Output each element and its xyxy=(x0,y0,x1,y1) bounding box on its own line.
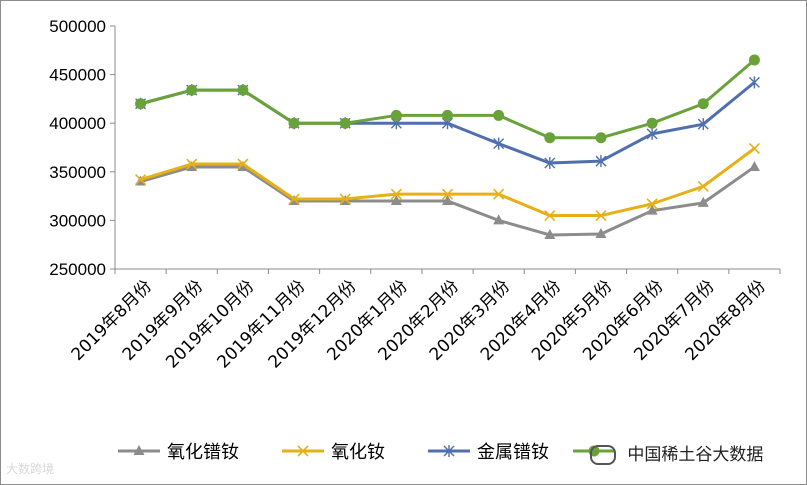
data-point xyxy=(237,160,249,171)
x-tick-label: 2019年10月份 xyxy=(162,276,258,372)
data-point xyxy=(544,228,556,239)
watermark-right: 中国稀土谷大数据 xyxy=(590,440,763,465)
data-point xyxy=(339,117,351,129)
x-tick-labels: 2019年8月份2019年9月份2019年10月份2019年11月份2019年1… xyxy=(68,276,770,372)
data-point xyxy=(237,84,249,96)
data-point xyxy=(443,445,455,457)
data-point xyxy=(493,137,505,150)
data-point xyxy=(390,188,402,200)
legend-label: 氧化镨钕 xyxy=(167,442,239,463)
data-point xyxy=(442,194,453,205)
x-tick-label: 2019年12月份 xyxy=(265,276,361,372)
legend-label: 金属镨钕 xyxy=(477,442,549,463)
wechat-icon xyxy=(590,445,616,465)
data-point xyxy=(390,109,402,121)
y-tick-labels: 250000 300000 350000 400000 450000 500000 xyxy=(49,17,106,279)
legend: 氧化镨钕 氧化钕 金属镨钕 xyxy=(118,442,615,463)
data-point xyxy=(595,228,607,239)
legend-item: 金属镨钕 xyxy=(428,442,549,463)
data-point xyxy=(748,54,760,66)
data-point xyxy=(493,188,505,200)
data-point xyxy=(595,155,607,168)
data-point xyxy=(288,117,300,129)
y-tick-label: 350000 xyxy=(49,163,106,182)
y-tick-label: 400000 xyxy=(49,114,106,133)
data-point xyxy=(133,445,145,455)
data-point xyxy=(135,98,147,110)
data-point xyxy=(646,117,658,129)
data-point xyxy=(186,84,198,96)
y-tick-label: 250000 xyxy=(49,260,106,279)
data-point xyxy=(288,193,300,205)
axes xyxy=(110,25,781,274)
data-point xyxy=(697,180,709,192)
data-point xyxy=(646,198,658,210)
series-line xyxy=(135,142,760,222)
series-path xyxy=(140,147,756,218)
y-tick-label: 450000 xyxy=(49,66,106,85)
legend-label: 氧化钕 xyxy=(331,442,385,463)
data-point xyxy=(390,194,402,205)
y-tick-label: 500000 xyxy=(49,17,106,36)
watermark-left-text: 大数跨境 xyxy=(6,462,55,476)
legend-item: 氧化镨钕 xyxy=(118,442,239,463)
data-point xyxy=(237,158,249,170)
data-point xyxy=(697,118,709,131)
data-point xyxy=(748,142,760,155)
data-point xyxy=(186,160,198,171)
data-point xyxy=(595,132,607,144)
data-point xyxy=(135,174,147,186)
watermark-right-text: 中国稀土谷大数据 xyxy=(627,445,764,465)
data-point xyxy=(697,196,709,207)
data-point xyxy=(186,158,198,170)
data-point xyxy=(493,109,505,121)
data-point xyxy=(339,193,351,205)
legend-item: 氧化钕 xyxy=(282,442,385,463)
data-point xyxy=(748,76,760,89)
series-line xyxy=(135,54,760,144)
data-point xyxy=(646,127,658,140)
data-point xyxy=(748,160,760,171)
watermark-left: 大数跨境 xyxy=(6,460,54,477)
data-point xyxy=(493,214,505,225)
data-point xyxy=(544,132,556,144)
data-point xyxy=(595,209,607,222)
x-tick-label: 2019年11月份 xyxy=(213,276,309,372)
series-layer xyxy=(135,54,760,239)
data-point xyxy=(697,98,709,110)
data-point xyxy=(544,157,556,170)
y-tick-label: 300000 xyxy=(49,211,106,230)
data-point xyxy=(544,209,556,222)
data-point xyxy=(442,109,453,121)
data-point xyxy=(297,445,309,457)
data-point xyxy=(441,188,454,200)
data-point xyxy=(646,204,658,215)
